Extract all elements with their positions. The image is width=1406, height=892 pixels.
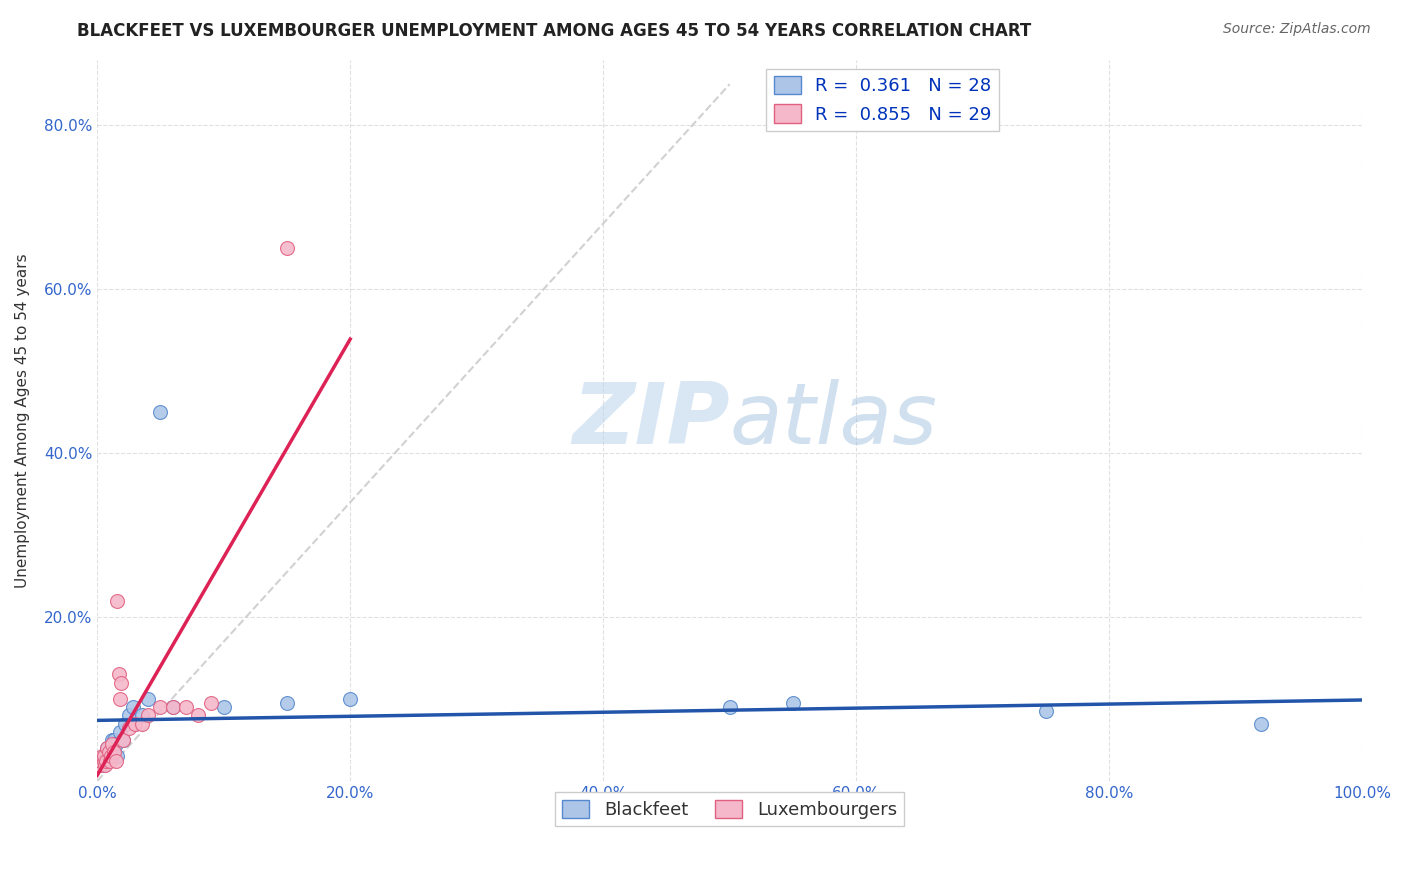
Text: atlas: atlas bbox=[730, 379, 938, 462]
Point bbox=[97, 745, 120, 759]
Point bbox=[93, 754, 115, 768]
Point bbox=[131, 708, 153, 723]
Point bbox=[1035, 704, 1057, 718]
Point bbox=[97, 749, 120, 764]
Point bbox=[131, 716, 153, 731]
Point bbox=[200, 696, 222, 710]
Point bbox=[118, 721, 141, 735]
Text: Source: ZipAtlas.com: Source: ZipAtlas.com bbox=[1223, 22, 1371, 37]
Point bbox=[187, 708, 209, 723]
Point bbox=[101, 737, 124, 751]
Text: BLACKFEET VS LUXEMBOURGER UNEMPLOYMENT AMONG AGES 45 TO 54 YEARS CORRELATION CHA: BLACKFEET VS LUXEMBOURGER UNEMPLOYMENT A… bbox=[77, 22, 1032, 40]
Point bbox=[212, 700, 235, 714]
Point bbox=[111, 733, 134, 747]
Y-axis label: Unemployment Among Ages 45 to 54 years: Unemployment Among Ages 45 to 54 years bbox=[15, 253, 30, 588]
Point bbox=[94, 749, 117, 764]
Point bbox=[101, 733, 124, 747]
Point bbox=[118, 708, 141, 723]
Point bbox=[718, 700, 741, 714]
Point bbox=[96, 741, 118, 756]
Point bbox=[121, 700, 143, 714]
Point bbox=[100, 741, 122, 756]
Point bbox=[124, 716, 146, 731]
Point bbox=[103, 745, 125, 759]
Point bbox=[162, 700, 184, 714]
Point bbox=[111, 733, 134, 747]
Point bbox=[93, 757, 115, 772]
Point bbox=[136, 708, 159, 723]
Point bbox=[94, 754, 117, 768]
Point bbox=[276, 241, 298, 255]
Point bbox=[94, 754, 117, 768]
Point bbox=[93, 749, 115, 764]
Point bbox=[94, 757, 117, 772]
Point bbox=[107, 667, 129, 681]
Point bbox=[136, 692, 159, 706]
Point bbox=[276, 696, 298, 710]
Point bbox=[98, 745, 121, 759]
Point bbox=[96, 741, 118, 756]
Point bbox=[162, 700, 184, 714]
Point bbox=[114, 716, 136, 731]
Point bbox=[124, 716, 146, 731]
Point bbox=[89, 757, 111, 772]
Point bbox=[98, 754, 121, 768]
Point bbox=[110, 675, 132, 690]
Point bbox=[108, 724, 131, 739]
Point bbox=[107, 749, 129, 764]
Point bbox=[90, 754, 112, 768]
Point bbox=[105, 737, 128, 751]
Point bbox=[108, 692, 131, 706]
Point bbox=[100, 749, 122, 764]
Point bbox=[103, 733, 125, 747]
Point bbox=[782, 696, 804, 710]
Point bbox=[339, 692, 361, 706]
Point bbox=[105, 754, 128, 768]
Legend: Blackfeet, Luxembourgers: Blackfeet, Luxembourgers bbox=[555, 792, 904, 826]
Point bbox=[91, 749, 114, 764]
Point bbox=[107, 593, 129, 607]
Point bbox=[149, 405, 172, 419]
Point bbox=[174, 700, 197, 714]
Point bbox=[149, 700, 172, 714]
Point bbox=[1250, 716, 1272, 731]
Text: ZIP: ZIP bbox=[572, 379, 730, 462]
